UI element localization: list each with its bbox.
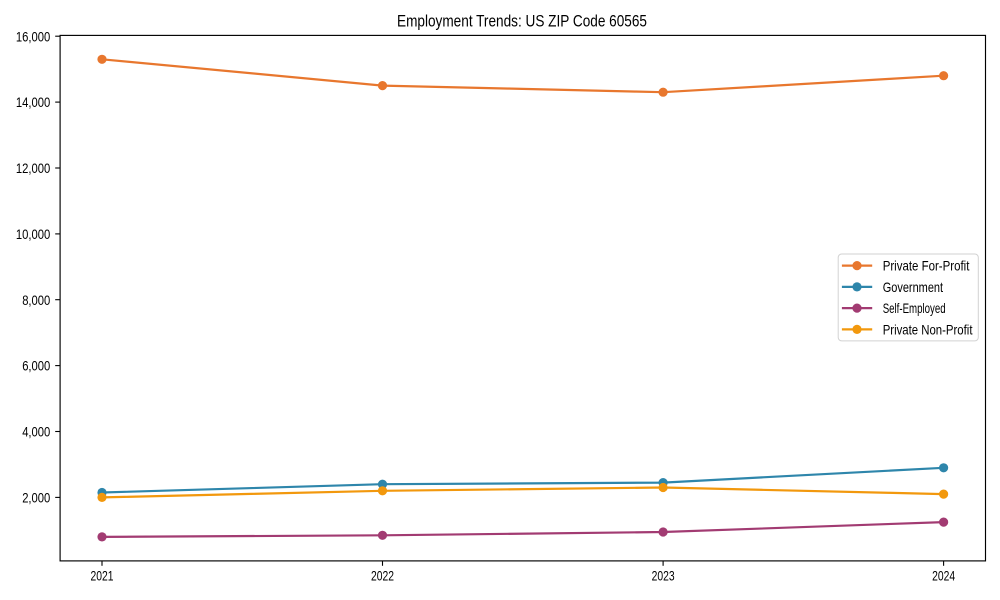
svg-text:2022: 2022 xyxy=(371,567,394,583)
svg-text:2023: 2023 xyxy=(652,567,675,583)
svg-text:Private For-Profit: Private For-Profit xyxy=(883,258,970,274)
svg-text:2,000: 2,000 xyxy=(22,490,50,506)
svg-text:12,000: 12,000 xyxy=(16,160,51,176)
svg-text:Self-Employed: Self-Employed xyxy=(883,300,946,316)
svg-text:Employment Trends: US ZIP Code: Employment Trends: US ZIP Code 60565 xyxy=(397,11,647,30)
svg-text:16,000: 16,000 xyxy=(16,28,51,44)
svg-text:10,000: 10,000 xyxy=(16,226,51,242)
svg-text:2024: 2024 xyxy=(932,567,955,583)
svg-text:8,000: 8,000 xyxy=(22,292,50,308)
svg-text:4,000: 4,000 xyxy=(22,424,50,440)
svg-text:Government: Government xyxy=(883,279,944,295)
svg-text:14,000: 14,000 xyxy=(16,94,51,110)
svg-text:6,000: 6,000 xyxy=(22,358,50,374)
svg-text:2021: 2021 xyxy=(91,567,114,583)
svg-text:Private Non-Profit: Private Non-Profit xyxy=(883,322,973,338)
